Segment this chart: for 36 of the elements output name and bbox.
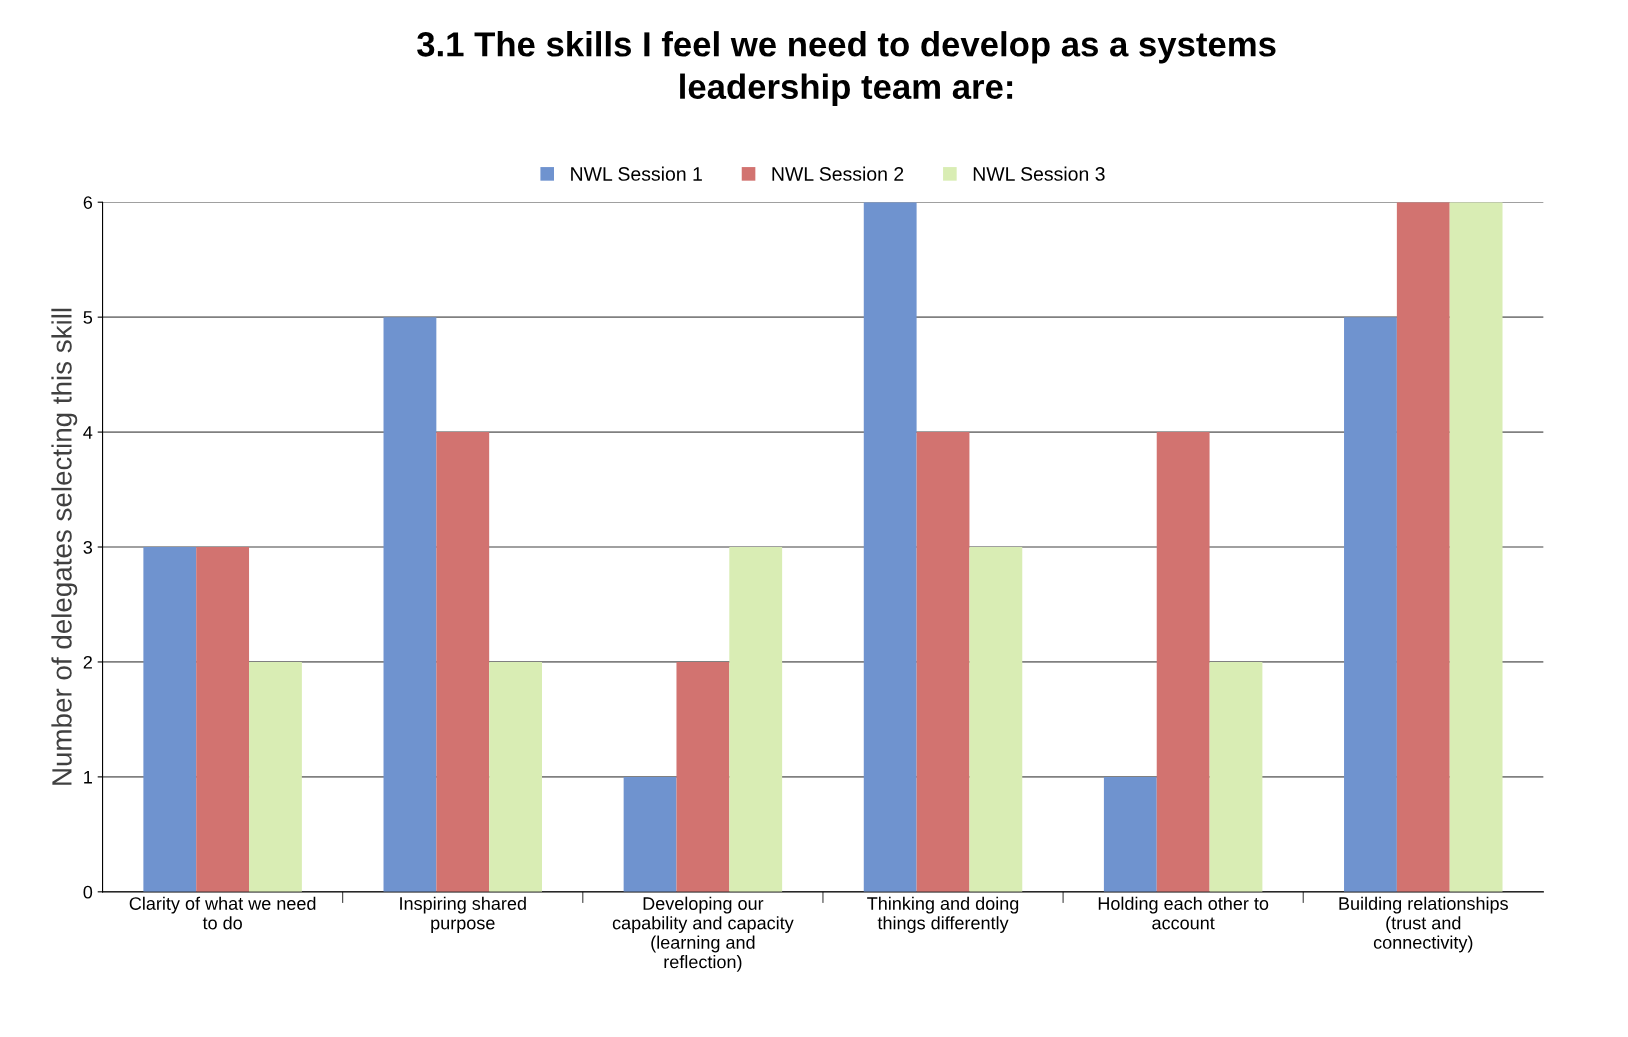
bar <box>1449 202 1503 892</box>
bar <box>916 432 970 892</box>
x-tick-label: Inspiring shared purpose <box>400 896 526 933</box>
bar <box>729 547 783 892</box>
y-tick-label: 6 <box>83 196 93 209</box>
legend-label: NWL Session 3 <box>973 166 1105 181</box>
bar <box>623 776 677 892</box>
bar <box>383 317 437 892</box>
bar <box>249 661 302 892</box>
bar <box>489 661 542 892</box>
y-tick-label: 5 <box>83 311 93 324</box>
bar <box>1156 432 1210 892</box>
x-tick-label: Holding each other to account <box>1098 896 1269 930</box>
bar <box>436 432 490 892</box>
bar <box>1103 776 1157 892</box>
y-tick-label: 1 <box>84 771 92 784</box>
bar <box>1344 317 1397 892</box>
bar <box>676 661 730 892</box>
bar <box>196 547 250 892</box>
bar <box>143 547 197 892</box>
chart-title: 3.1 The skills I feel we need to develop as a systems leadership team are: <box>417 31 1276 106</box>
y-tick-label: 2 <box>83 655 92 669</box>
legend-label: NWL Session 2 <box>772 166 904 181</box>
x-tick-label: Clarity of what we need to do <box>129 896 316 930</box>
y-tick-label: 0 <box>83 885 93 899</box>
legend-label: NWL Session 1 <box>571 166 702 181</box>
bar <box>1396 202 1450 892</box>
bar <box>1209 661 1263 892</box>
y-tick-label: 4 <box>83 426 93 439</box>
y-tick-label: 3 <box>83 540 93 554</box>
x-tick-label: Building relationships (trust and connectivity) <box>1339 896 1508 953</box>
y-axis-title: Number of delegates selecting this skill <box>51 308 78 785</box>
x-tick-label: Thinking and doing things differently <box>867 896 1019 933</box>
x-tick-label: Developing our capability and capacity (learning and reflection) <box>612 896 794 972</box>
bar <box>863 202 917 892</box>
bar <box>969 547 1023 892</box>
